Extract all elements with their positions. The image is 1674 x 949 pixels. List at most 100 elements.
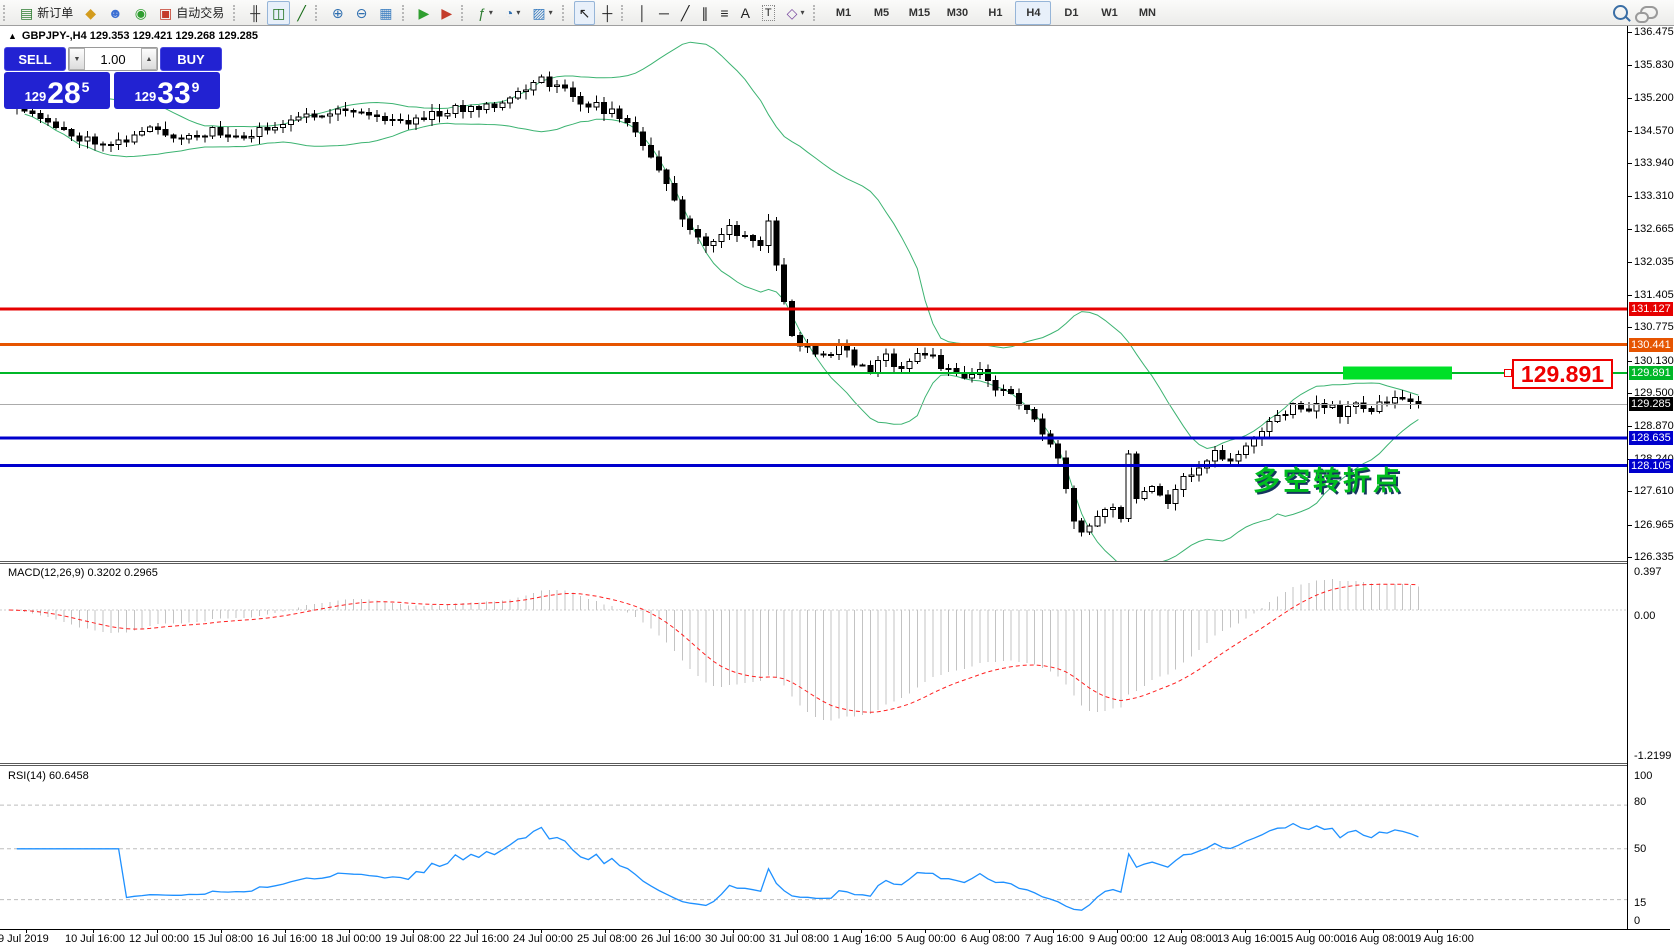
button-label: 新订单 [37,6,74,20]
chat-icon [1635,6,1658,23]
price-line-badge: 128.105 [1629,458,1673,473]
volume-input[interactable] [85,48,141,70]
rsi-tick-label: 50 [1634,843,1647,855]
timeframe-h4-button[interactable]: H4 [1015,0,1052,25]
time-tick-label: 24 Jul 00:00 [513,933,573,945]
price-tick-label: 126.965 [1634,518,1674,531]
price-level-label[interactable]: 129.891 [1512,359,1613,389]
templates-button[interactable]: ▨ ▾ [527,1,557,25]
dropdown-caret-icon[interactable]: ▾ [800,8,805,17]
buy-button[interactable]: BUY [160,47,222,71]
price-axis[interactable]: 136.475 135.830 135.200 134.570 133.940 133.3… [1627,26,1674,929]
search-button[interactable] [1608,1,1633,25]
sell-price-display[interactable]: 129 28 5 [4,72,110,109]
buy-price-display[interactable]: 129 33 9 [114,72,220,109]
timeframe-m15-button[interactable]: M15 [908,6,931,19]
time-tick-label: 9 Jul 2019 [0,933,49,945]
timeframe-h1-button[interactable]: H1 [988,6,1003,19]
trendline-button[interactable]: ╱ [676,1,694,25]
time-axis[interactable]: 9 Jul 2019 10 Jul 16:00 12 Jul 00:00 15 Jul… [0,929,1670,949]
chart-shift-button[interactable]: ▶ [436,1,457,25]
periods-button[interactable]: ◔ ▾ [500,1,525,25]
time-tick-label: 9 Aug 00:00 [1089,933,1148,945]
timeframe-m1-button[interactable]: M1 [835,6,852,19]
price-chart-pane[interactable] [0,26,1627,561]
line-handle[interactable] [1504,369,1512,377]
tile-windows-button[interactable]: ▦ [374,1,397,25]
horizontal-line-button[interactable]: ─ [654,1,674,25]
auto-scroll-button[interactable]: ▶ [414,1,435,25]
time-tick-label: 12 Jul 00:00 [129,933,189,945]
indicators-button[interactable]: ƒ ▾ [473,1,498,25]
dropdown-caret-icon[interactable]: ▾ [516,8,521,17]
time-tick-label: 15 Aug 00:00 [1281,933,1346,945]
gold-icon-button[interactable]: ◆ [80,1,101,25]
search-icon [1613,5,1628,20]
timeframe-m30-button[interactable]: M30 [946,6,969,19]
dropdown-caret-icon[interactable]: ▾ [548,8,553,17]
fibonacci-button[interactable]: ≡ [715,1,733,25]
new-order-button[interactable]: ▤ 新订单 [15,1,78,25]
price-tick-label: 132.665 [1634,223,1674,236]
gold-icon-icon: ◆ [85,4,97,21]
autotrading-button[interactable]: ▣ 自动交易 [154,1,229,25]
button-label: 自动交易 [176,6,225,20]
time-tick-label: 19 Jul 08:00 [385,933,445,945]
signals-icon-icon: ◉ [134,4,147,21]
sell-button[interactable]: SELL [4,47,66,71]
chat-button[interactable] [1635,1,1663,25]
chart-window[interactable]: 9 Jul 2019 10 Jul 16:00 12 Jul 00:00 15 Jul… [0,26,1674,949]
timeframe-mn-button[interactable]: MN [1138,6,1156,19]
candlestick-chart-button[interactable]: ◫ [267,0,291,25]
zoom-in-button[interactable]: ⊕ [327,1,349,25]
vertical-line-button[interactable]: │ [633,1,652,25]
timeframe-m5-button[interactable]: M5 [873,6,890,19]
candlestick-chart-icon: ◫ [272,4,286,21]
price-tick-label: 129.500 [1634,387,1674,400]
equidistant-channel-button[interactable]: ∥ [696,1,713,25]
time-tick-label: 13 Aug 16:00 [1217,933,1282,945]
line-chart-button[interactable]: ╱ [292,1,310,25]
rsi-tick-label: 0 [1634,915,1641,927]
time-tick-label: 10 Jul 16:00 [65,933,125,945]
pane-separator[interactable] [0,763,1670,766]
signals-icon-button[interactable]: ◉ [130,1,152,25]
arrows-button[interactable]: ◇ ▾ [782,1,810,25]
bar-chart-button[interactable]: ╫ [245,1,265,25]
price-tick-label: 133.940 [1634,157,1674,170]
macd-pane[interactable] [0,564,1627,763]
text-label-button[interactable]: T [757,1,780,25]
time-tick-label: 25 Jul 08:00 [577,933,637,945]
pane-separator[interactable] [0,561,1670,564]
auto-scroll-icon: ▶ [418,4,430,21]
crosshair-icon: ┼ [602,4,613,21]
timeframe-d1-button[interactable]: D1 [1064,6,1079,19]
macd-indicator-label: MACD(12,26,9) 0.3202 0.2965 [8,567,158,579]
zoom-out-button[interactable]: ⊖ [351,1,373,25]
accounts-icon-button[interactable]: ☻ [103,1,128,25]
crosshair-button[interactable]: ┼ [597,1,617,25]
fibonacci-icon: ≡ [720,4,729,21]
cursor-button[interactable]: ↖ [573,0,596,25]
time-tick-label: 19 Aug 16:00 [1409,933,1474,945]
volume-increase-button[interactable]: ▲ [141,48,157,70]
volume-decrease-button[interactable]: ▼ [69,48,85,70]
trendline-icon: ╱ [680,4,690,21]
macd-histogram [16,579,1419,721]
time-axis-line [0,929,1670,930]
price-tick-label: 127.610 [1634,485,1674,498]
cursor-icon: ↖ [578,4,591,21]
sell-price-main: 28 [47,77,81,110]
dropdown-caret-icon[interactable]: ▾ [488,8,493,17]
time-tick-label: 1 Aug 16:00 [833,933,892,945]
collapse-panel-icon[interactable]: ▲ [8,31,17,41]
text-button[interactable]: A [736,1,755,25]
chart-annotation-text[interactable]: 多空转折点 [1253,466,1403,496]
bar-chart-icon: ╫ [250,4,261,21]
rsi-tick-label: 80 [1634,796,1647,808]
timeframe-w1-button[interactable]: W1 [1101,6,1118,19]
rsi-pane[interactable] [0,766,1627,929]
autotrading-icon: ▣ [158,4,173,21]
buy-price-base: 129 [134,89,157,104]
